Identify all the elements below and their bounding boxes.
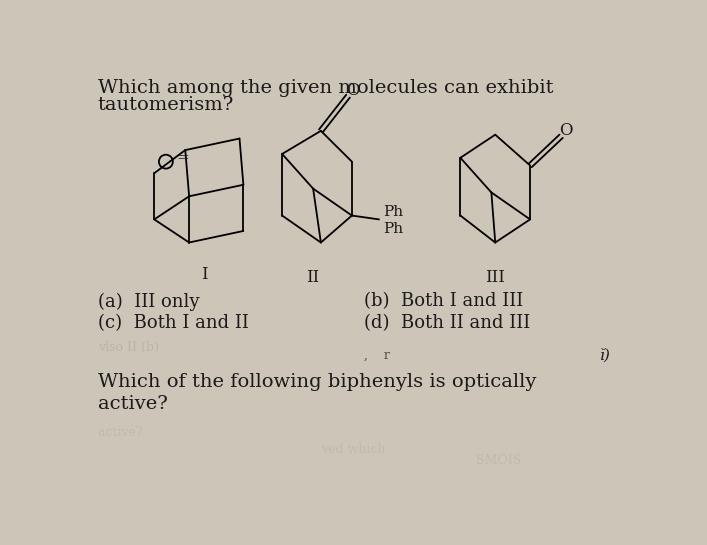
Text: O: O bbox=[346, 82, 359, 99]
Text: ĭ): ĭ) bbox=[600, 349, 611, 363]
Text: SMOIS: SMOIS bbox=[476, 454, 521, 467]
Text: active?: active? bbox=[98, 395, 168, 413]
Text: II: II bbox=[307, 269, 320, 287]
Text: Which of the following biphenyls is optically: Which of the following biphenyls is opti… bbox=[98, 373, 536, 391]
Text: tautomerism?: tautomerism? bbox=[98, 96, 234, 114]
Text: (c)  Both I and II: (c) Both I and II bbox=[98, 314, 249, 332]
Text: ved which: ved which bbox=[321, 443, 385, 456]
Text: (b)  Both I and III: (b) Both I and III bbox=[363, 293, 522, 311]
Text: (d)  Both II and III: (d) Both II and III bbox=[363, 314, 530, 332]
Text: (a)  III only: (a) III only bbox=[98, 293, 199, 311]
Text: ,    r: , r bbox=[363, 349, 390, 362]
Text: Which among the given molecules can exhibit: Which among the given molecules can exhi… bbox=[98, 79, 553, 97]
Text: O: O bbox=[559, 122, 573, 138]
Text: active?: active? bbox=[98, 426, 151, 439]
Text: I: I bbox=[201, 265, 208, 283]
Text: III: III bbox=[485, 269, 506, 287]
Text: Ph: Ph bbox=[383, 222, 403, 235]
Text: Ph: Ph bbox=[383, 205, 403, 219]
Text: =: = bbox=[177, 152, 189, 166]
Text: vlso II (b): vlso II (b) bbox=[98, 341, 158, 354]
